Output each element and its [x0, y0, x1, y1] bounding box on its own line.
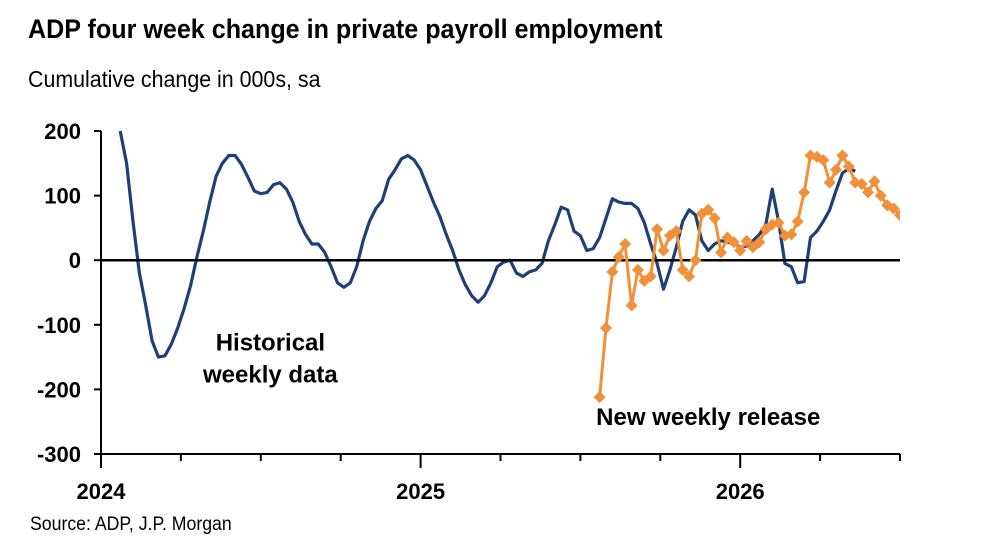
- annotation-new: New weekly release: [596, 404, 820, 431]
- series-new-point: [599, 322, 612, 335]
- series-new-point: [631, 263, 644, 276]
- series-new-point: [708, 212, 721, 225]
- chart-subtitle: Cumulative change in 000s, sa: [28, 66, 321, 92]
- y-tick-label: 0: [69, 248, 81, 273]
- y-tick-label: -100: [37, 313, 81, 338]
- series-new-point: [676, 263, 689, 276]
- x-tick-label: 2025: [396, 479, 445, 504]
- series-new-point: [823, 176, 836, 189]
- series-new-point: [670, 225, 683, 238]
- y-tick-label: -200: [37, 377, 81, 402]
- series-new-point: [887, 202, 900, 215]
- y-tick-label: 200: [44, 119, 81, 144]
- series-new-point: [740, 234, 753, 247]
- series-new-point: [830, 163, 843, 176]
- series-new-point: [683, 270, 696, 283]
- source-note: Source: ADP, J.P. Morgan: [30, 514, 232, 535]
- y-tick-label: -300: [37, 442, 81, 467]
- series-new-point: [625, 299, 638, 312]
- series-new-point: [727, 236, 740, 249]
- series-new-point: [798, 186, 811, 199]
- series-new-point: [874, 189, 887, 202]
- y-tick-label: 100: [44, 184, 81, 209]
- series-new-point: [593, 391, 606, 404]
- series-new-point: [734, 244, 747, 257]
- x-tick-label: 2026: [716, 479, 765, 504]
- series-new-point: [715, 246, 728, 259]
- series-new-point: [836, 149, 849, 162]
- series-new-point: [855, 177, 868, 190]
- series-new-point: [817, 154, 830, 167]
- series-new-point: [689, 254, 702, 267]
- series-new-point: [644, 270, 657, 283]
- series-new-point: [651, 223, 664, 236]
- series-new-point: [791, 215, 804, 228]
- series-new-point: [842, 160, 855, 173]
- series-new-point: [785, 228, 798, 241]
- series-new-point: [702, 203, 715, 216]
- annotation-historical: Historical weekly data: [202, 330, 338, 389]
- chart-title: ADP four week change in private payroll …: [28, 14, 663, 44]
- series-new-point: [894, 208, 900, 221]
- series-new-point: [606, 265, 619, 278]
- series-new-point: [862, 186, 875, 199]
- series-new-point: [868, 175, 881, 188]
- series-new-point: [772, 216, 785, 229]
- series-new-point: [657, 244, 670, 257]
- series-new-point: [619, 238, 632, 251]
- x-tick-label: 2024: [77, 479, 127, 504]
- series-new-point: [612, 250, 625, 263]
- series-new-point: [753, 236, 766, 249]
